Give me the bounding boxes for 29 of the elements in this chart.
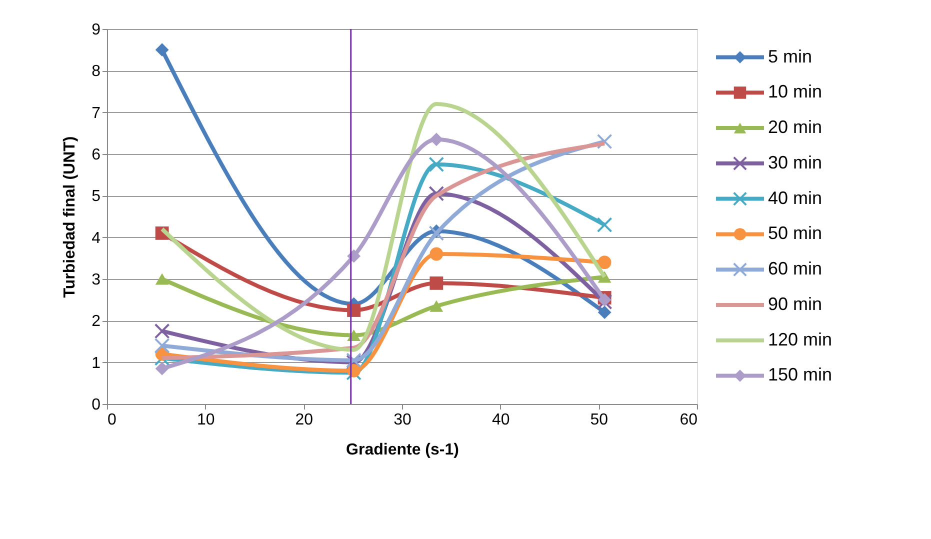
y-tick-label: 6 [92,146,101,164]
y-tick-label: 9 [92,22,101,38]
y-tick-label: 1 [92,354,101,372]
x-tick-label: 30 [394,412,412,428]
legend-label: 60 min [768,258,822,279]
y-tick-label: 8 [92,63,101,80]
y-tick-label: 2 [92,313,101,330]
legend-label: 20 min [768,117,822,138]
x-tick-label: 40 [492,412,510,428]
legend-label: 40 min [768,188,822,208]
legend-label: 50 min [768,223,822,244]
legend-label: 90 min [768,294,822,314]
x-tick-label: 50 [590,412,608,428]
legend-label: 30 min [768,152,822,172]
y-tick-label: 5 [92,188,101,206]
x-tick-label: 60 [680,412,698,428]
legend-label: 150 min [768,364,832,385]
legend-label: 5 min [768,46,812,66]
y-tick-label: 0 [92,396,101,414]
y-tick-label: 7 [92,104,101,122]
x-tick-label: 10 [196,412,215,428]
y-tick-label: 3 [92,272,101,288]
x-tick-label: 20 [295,412,314,428]
y-axis-title: Turbiedad final (UNT) [62,136,79,298]
legend-label: 10 min [768,82,822,102]
y-tick-label: 4 [92,230,101,247]
legend-label: 120 min [768,329,832,350]
x-axis-title: Gradiente (s-1) [346,442,459,458]
x-tick-label: 0 [108,412,116,428]
